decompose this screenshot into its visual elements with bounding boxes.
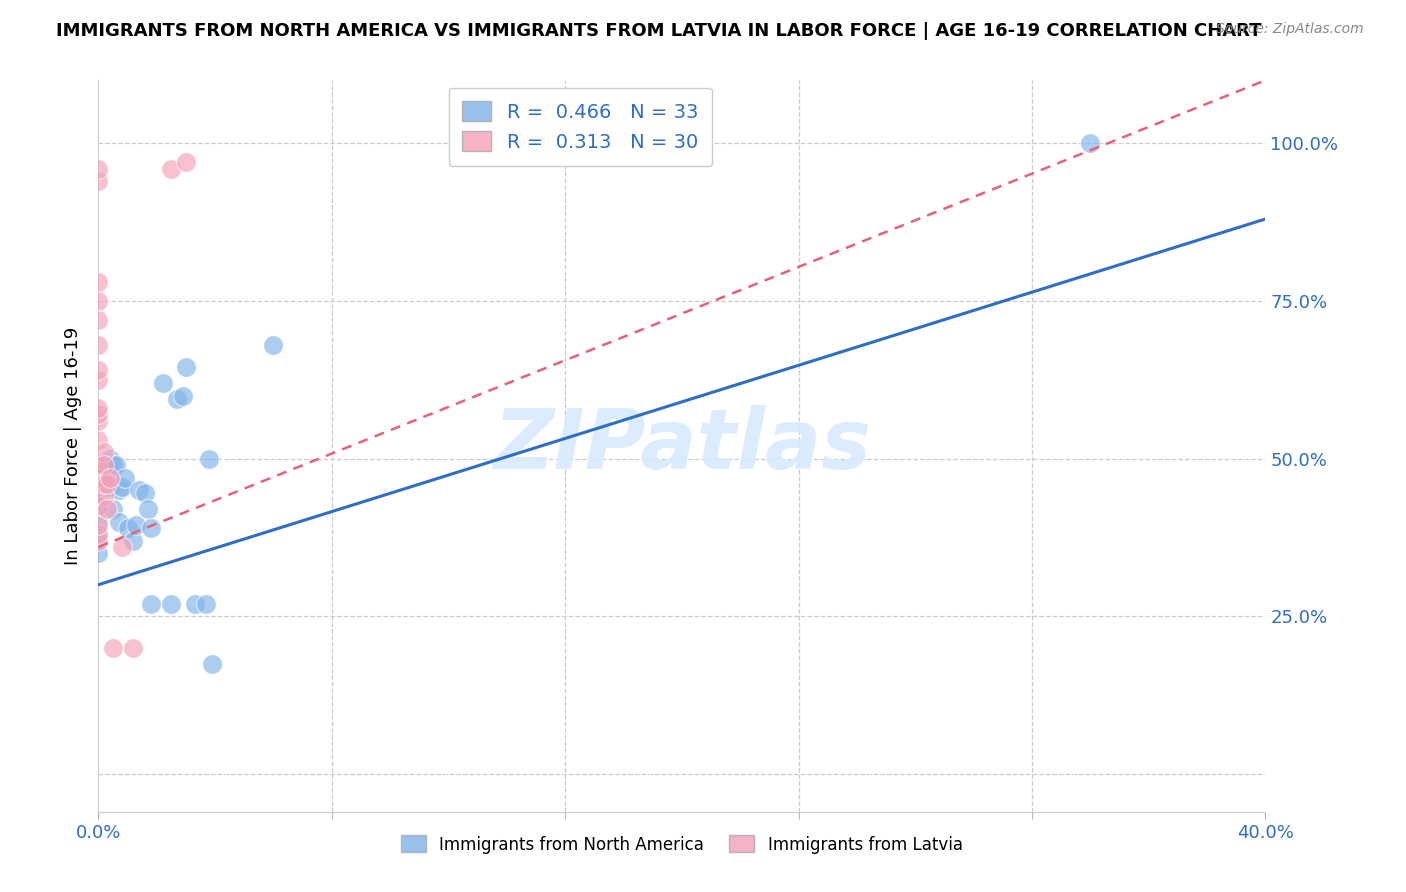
Point bbox=[139, 597, 162, 611]
Point bbox=[87, 373, 110, 387]
Point bbox=[174, 155, 197, 169]
Point bbox=[96, 502, 118, 516]
Point bbox=[87, 293, 110, 308]
Point bbox=[87, 530, 110, 544]
Legend: Immigrants from North America, Immigrants from Latvia: Immigrants from North America, Immigrant… bbox=[392, 827, 972, 862]
Point bbox=[93, 476, 115, 491]
Point bbox=[87, 499, 110, 513]
Text: IMMIGRANTS FROM NORTH AMERICA VS IMMIGRANTS FROM LATVIA IN LABOR FORCE | AGE 16-: IMMIGRANTS FROM NORTH AMERICA VS IMMIGRA… bbox=[56, 22, 1261, 40]
Point bbox=[87, 480, 110, 494]
Point bbox=[87, 533, 110, 548]
Y-axis label: In Labor Force | Age 16-19: In Labor Force | Age 16-19 bbox=[65, 326, 83, 566]
Point bbox=[104, 458, 127, 472]
Point bbox=[87, 408, 110, 422]
Point bbox=[93, 445, 115, 459]
Point bbox=[87, 517, 110, 532]
Point bbox=[125, 517, 148, 532]
Point bbox=[87, 401, 110, 416]
Point bbox=[87, 546, 110, 560]
Point bbox=[101, 502, 124, 516]
Point bbox=[93, 490, 115, 504]
Point bbox=[201, 657, 224, 671]
Point bbox=[174, 360, 197, 375]
Point bbox=[172, 388, 194, 402]
Point bbox=[87, 363, 110, 377]
Point bbox=[87, 313, 110, 327]
Point bbox=[96, 480, 118, 494]
Point bbox=[195, 597, 218, 611]
Point bbox=[166, 392, 188, 406]
Point bbox=[87, 470, 110, 484]
Point bbox=[136, 502, 159, 516]
Point bbox=[98, 451, 121, 466]
Point bbox=[134, 486, 156, 500]
Point bbox=[111, 540, 134, 554]
Point bbox=[87, 515, 110, 529]
Point bbox=[160, 597, 183, 611]
Point bbox=[139, 521, 162, 535]
Point bbox=[87, 458, 110, 472]
Point bbox=[96, 476, 118, 491]
Point bbox=[87, 499, 110, 513]
Point bbox=[101, 458, 124, 472]
Point bbox=[93, 458, 115, 472]
Point bbox=[87, 527, 110, 541]
Point bbox=[87, 491, 110, 505]
Point bbox=[198, 451, 221, 466]
Point bbox=[128, 483, 150, 497]
Point bbox=[87, 414, 110, 428]
Point bbox=[117, 521, 139, 535]
Point bbox=[263, 338, 285, 352]
Point bbox=[160, 161, 183, 176]
Text: ZIPatlas: ZIPatlas bbox=[494, 406, 870, 486]
Point bbox=[1080, 136, 1102, 151]
Point bbox=[87, 483, 110, 497]
Point bbox=[87, 161, 110, 176]
Point bbox=[108, 483, 131, 497]
Point bbox=[108, 515, 131, 529]
Point bbox=[96, 476, 118, 491]
Point bbox=[87, 433, 110, 447]
Point bbox=[98, 470, 121, 484]
Point bbox=[87, 174, 110, 188]
Point bbox=[98, 480, 121, 494]
Point bbox=[87, 338, 110, 352]
Point bbox=[152, 376, 174, 390]
Point bbox=[122, 533, 145, 548]
Point bbox=[111, 480, 134, 494]
Point bbox=[183, 597, 205, 611]
Point bbox=[122, 640, 145, 655]
Text: Source: ZipAtlas.com: Source: ZipAtlas.com bbox=[1216, 22, 1364, 37]
Point bbox=[114, 470, 136, 484]
Point bbox=[101, 640, 124, 655]
Point bbox=[87, 275, 110, 289]
Point bbox=[96, 464, 118, 478]
